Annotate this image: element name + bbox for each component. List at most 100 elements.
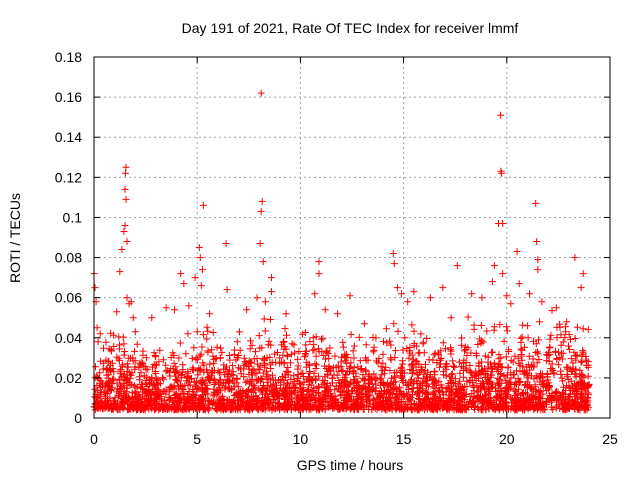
data-point xyxy=(333,371,341,379)
data-point xyxy=(179,366,187,374)
data-point xyxy=(256,362,264,370)
data-point xyxy=(180,280,188,288)
data-point xyxy=(485,388,493,395)
data-point xyxy=(185,302,193,310)
data-point xyxy=(306,361,314,369)
data-point xyxy=(318,348,326,356)
data-point xyxy=(464,313,472,321)
data-point xyxy=(494,403,502,411)
data-point xyxy=(110,368,118,376)
data-point xyxy=(299,369,307,377)
data-point xyxy=(272,405,279,412)
data-point xyxy=(324,371,332,379)
data-point xyxy=(516,378,524,385)
data-point xyxy=(340,388,348,396)
data-point xyxy=(545,357,553,365)
data-point xyxy=(413,390,421,398)
data-point xyxy=(218,349,226,357)
data-point xyxy=(497,354,505,362)
data-point xyxy=(399,390,407,398)
data-point xyxy=(439,339,447,347)
data-point xyxy=(240,373,248,381)
data-point xyxy=(264,341,272,349)
data-point xyxy=(474,374,482,382)
data-point xyxy=(567,335,574,343)
data-point xyxy=(104,374,112,382)
data-point xyxy=(256,344,264,352)
data-point xyxy=(257,207,265,215)
data-point xyxy=(466,392,474,400)
data-point xyxy=(473,392,481,400)
data-point xyxy=(170,359,178,367)
data-point xyxy=(193,328,201,336)
data-point xyxy=(424,389,432,397)
data-point xyxy=(199,359,207,367)
data-point xyxy=(437,347,445,355)
y-tick-label: 0.12 xyxy=(55,169,82,185)
data-point xyxy=(177,397,185,405)
data-point xyxy=(462,364,470,372)
data-point xyxy=(319,395,327,403)
data-point xyxy=(245,357,253,365)
data-point xyxy=(579,325,587,333)
data-point xyxy=(379,359,387,367)
data-point xyxy=(184,330,192,338)
data-point xyxy=(424,383,432,391)
data-point xyxy=(440,371,448,379)
data-point xyxy=(451,375,459,383)
data-point xyxy=(461,347,468,355)
data-point xyxy=(334,310,342,318)
data-point xyxy=(315,383,322,391)
y-tick-label: 0.16 xyxy=(55,89,82,105)
data-point xyxy=(550,369,558,377)
data-point xyxy=(204,327,212,335)
data-point xyxy=(526,290,533,298)
data-point xyxy=(236,328,243,336)
data-point xyxy=(185,388,193,395)
data-point xyxy=(213,343,221,351)
data-point xyxy=(585,380,593,388)
data-point xyxy=(132,397,140,405)
data-point xyxy=(291,400,299,408)
data-point xyxy=(478,366,486,374)
data-point xyxy=(489,404,497,412)
data-point xyxy=(142,366,150,374)
data-point xyxy=(498,169,506,177)
data-point xyxy=(538,298,546,306)
data-point xyxy=(312,352,320,360)
data-point xyxy=(175,370,183,378)
data-point xyxy=(469,399,476,406)
data-point xyxy=(337,362,345,370)
data-point xyxy=(204,348,212,356)
data-point xyxy=(94,338,102,346)
data-point xyxy=(248,380,256,388)
data-point xyxy=(110,375,118,383)
data-point xyxy=(302,341,310,349)
data-point xyxy=(350,342,358,350)
data-point xyxy=(298,391,306,399)
data-point xyxy=(247,337,254,345)
data-point xyxy=(103,371,111,379)
data-point xyxy=(222,240,230,247)
data-point xyxy=(205,376,213,384)
x-tick-label: 0 xyxy=(90,431,98,447)
data-point xyxy=(371,374,379,382)
data-point xyxy=(265,337,273,345)
data-point xyxy=(122,395,130,402)
data-point xyxy=(530,375,538,383)
data-point xyxy=(524,334,532,342)
data-point xyxy=(497,395,505,403)
data-point xyxy=(169,349,177,357)
data-point xyxy=(155,358,163,366)
data-point xyxy=(233,375,241,383)
data-point xyxy=(268,406,276,414)
data-point xyxy=(513,367,520,375)
data-point xyxy=(363,397,371,405)
data-point xyxy=(276,354,284,362)
data-point xyxy=(382,363,390,371)
data-point xyxy=(358,365,366,372)
data-point xyxy=(582,352,590,360)
data-point xyxy=(114,399,121,407)
data-point xyxy=(583,400,591,408)
data-point xyxy=(479,338,487,346)
